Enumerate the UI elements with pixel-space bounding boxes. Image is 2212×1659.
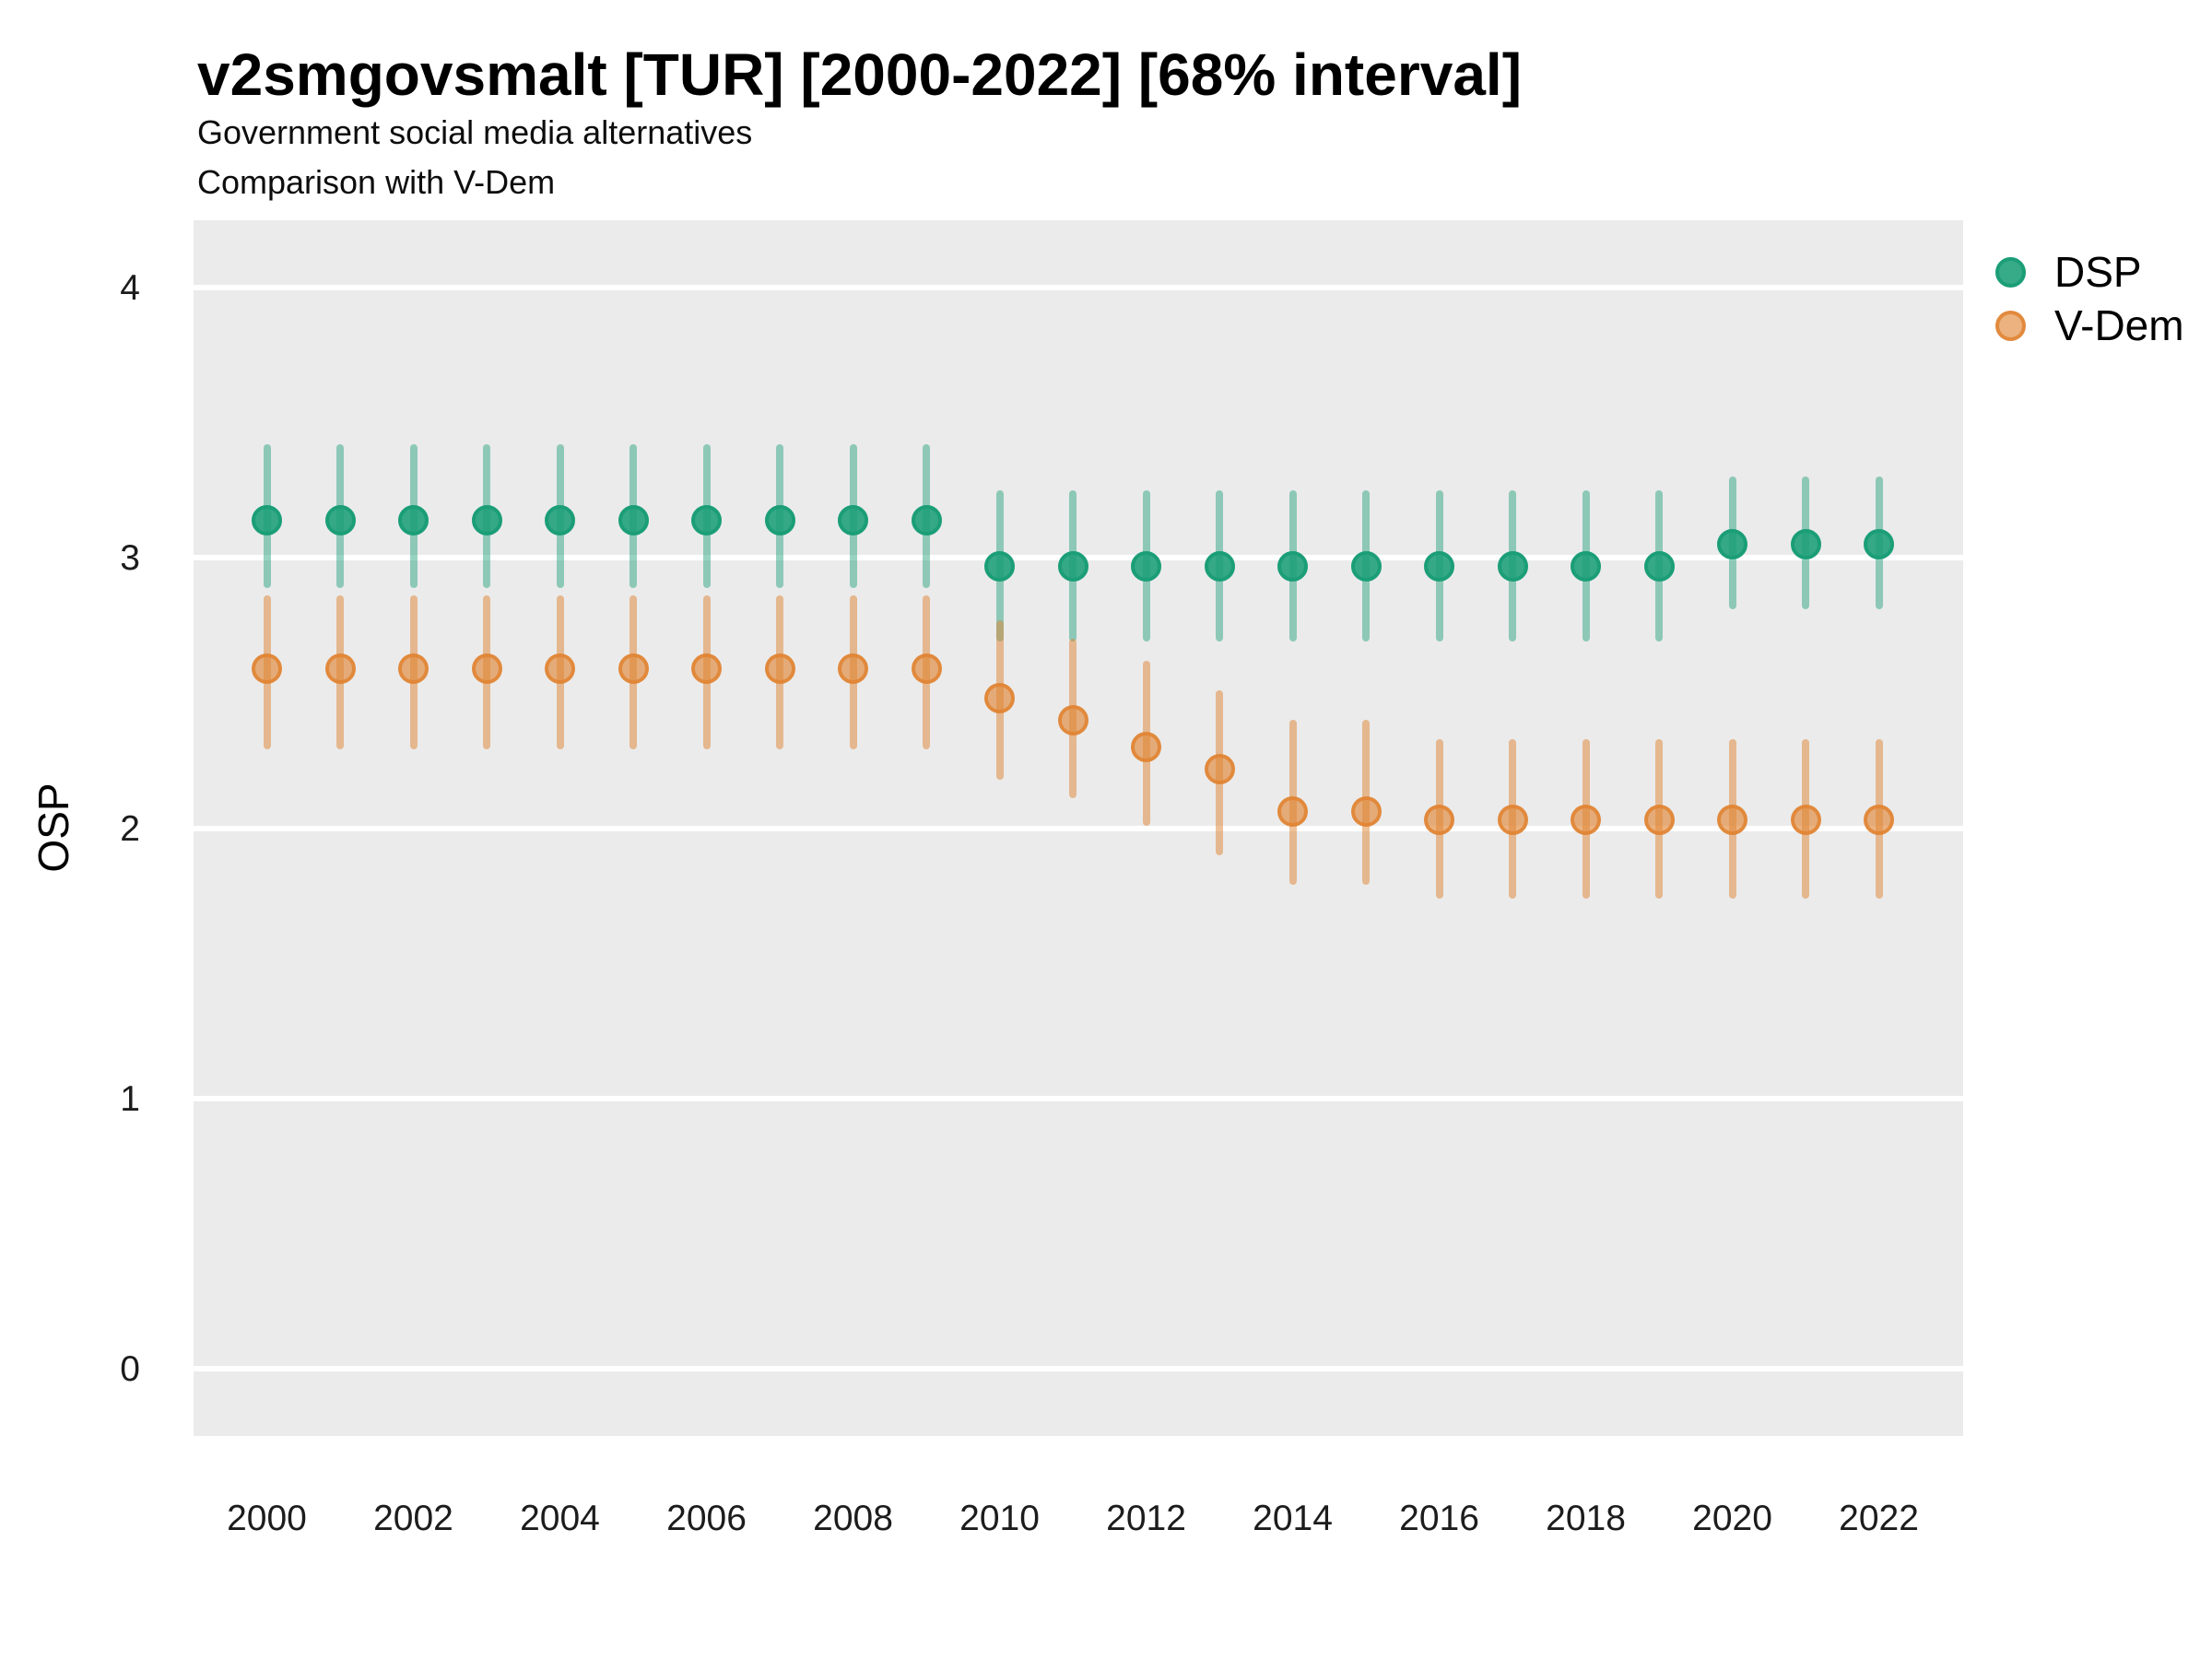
vdem-point-2005	[618, 653, 649, 685]
dsp-point-2019	[1643, 550, 1675, 582]
dsp-point-2017	[1497, 550, 1528, 582]
vdem-point-2003	[471, 653, 502, 685]
dsp-point-2011	[1057, 550, 1088, 582]
vdem-point-2019	[1643, 805, 1675, 836]
legend-item-dsp: DSP	[1989, 245, 2184, 299]
y-tick-label-3: 3	[120, 538, 140, 579]
x-tick-label-2014: 2014	[1253, 1499, 1333, 1538]
y-tick-label-2: 2	[120, 808, 140, 849]
plot-panel	[194, 220, 1963, 1436]
dsp-point-2016	[1424, 550, 1455, 582]
vdem-point-2000	[252, 653, 282, 685]
chart-subtitle-line2: Comparison with V-Dem	[197, 163, 556, 201]
dsp-point-2012	[1131, 550, 1162, 582]
dsp-point-2001	[324, 504, 356, 535]
vdem-point-2002	[398, 653, 429, 685]
dsp-point-2018	[1571, 550, 1602, 582]
x-tick-label-2002: 2002	[373, 1499, 453, 1538]
gridline-y-1	[194, 1095, 1963, 1101]
legend: DSP V-Dem	[1989, 245, 2184, 352]
chart-subtitle-line1: Government social media alternatives	[197, 113, 753, 151]
vdem-point-2021	[1790, 805, 1821, 836]
legend-key-icon	[1995, 310, 2026, 341]
vdem-point-2007	[764, 653, 795, 685]
dsp-point-2002	[398, 504, 429, 535]
x-tick-label-2012: 2012	[1106, 1499, 1186, 1538]
chart-title: v2smgovsmalt [TUR] [2000-2022] [68% inte…	[197, 41, 1522, 108]
vdem-point-2009	[911, 653, 942, 685]
legend-label: V-Dem	[2054, 301, 2184, 349]
legend-label: DSP	[2054, 248, 2142, 296]
x-tick-label-2020: 2020	[1692, 1499, 1772, 1538]
vdem-point-2006	[691, 653, 723, 685]
gridline-y-4	[194, 285, 1963, 291]
dsp-point-2004	[545, 504, 575, 535]
vdem-point-2001	[324, 653, 356, 685]
vdem-point-2011	[1057, 704, 1088, 735]
dsp-point-2003	[471, 504, 502, 535]
dsp-point-2013	[1204, 550, 1235, 582]
vdem-point-2013	[1204, 753, 1235, 784]
dsp-point-2020	[1717, 529, 1748, 560]
x-tick-label-2004: 2004	[520, 1499, 600, 1538]
x-tick-label-2022: 2022	[1839, 1499, 1919, 1538]
dsp-point-2007	[764, 504, 795, 535]
vdem-point-2010	[984, 683, 1016, 714]
vdem-point-2015	[1350, 796, 1382, 828]
x-tick-label-2016: 2016	[1399, 1499, 1479, 1538]
vdem-point-2022	[1864, 805, 1895, 836]
vdem-point-2016	[1424, 805, 1455, 836]
vdem-point-2017	[1497, 805, 1528, 836]
vdem-point-2008	[838, 653, 869, 685]
vdem-point-2012	[1131, 732, 1162, 763]
vdem-point-2018	[1571, 805, 1602, 836]
vdem-point-2014	[1277, 796, 1309, 828]
dsp-point-2009	[911, 504, 942, 535]
x-tick-label-2000: 2000	[227, 1499, 307, 1538]
dsp-point-2021	[1790, 529, 1821, 560]
x-tick-label-2006: 2006	[666, 1499, 747, 1538]
dsp-point-2000	[252, 504, 282, 535]
y-tick-label-4: 4	[120, 268, 140, 309]
x-tick-label-2018: 2018	[1546, 1499, 1626, 1538]
vdem-point-2004	[545, 653, 575, 685]
dsp-point-2010	[984, 550, 1016, 582]
dsp-point-2008	[838, 504, 869, 535]
legend-key-icon	[1995, 256, 2026, 288]
dsp-point-2015	[1350, 550, 1382, 582]
dsp-point-2006	[691, 504, 723, 535]
gridline-y-0	[194, 1365, 1963, 1371]
y-tick-label-0: 0	[120, 1348, 140, 1389]
dsp-point-2005	[618, 504, 649, 535]
y-tick-label-1: 1	[120, 1078, 140, 1119]
dsp-point-2022	[1864, 529, 1895, 560]
x-tick-label-2008: 2008	[813, 1499, 893, 1538]
x-tick-label-2010: 2010	[959, 1499, 1040, 1538]
vdem-point-2020	[1717, 805, 1748, 836]
legend-item-v-dem: V-Dem	[1989, 299, 2184, 352]
dsp-point-2014	[1277, 550, 1309, 582]
gridline-y-2	[194, 825, 1963, 831]
